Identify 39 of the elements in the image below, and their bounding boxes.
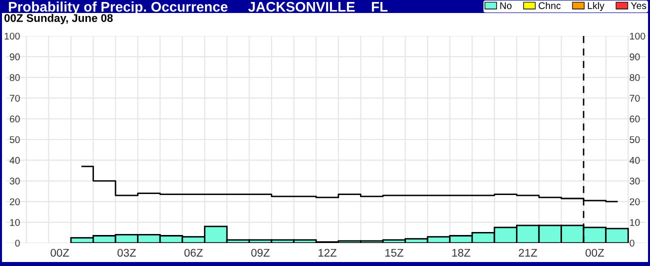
y2-tick-label: 40 [630, 156, 640, 164]
legend-label: Yes [630, 2, 646, 10]
legend-label: Chnc [538, 2, 561, 10]
y-tick-label: 100 [4, 32, 20, 40]
x-tick-label: 18Z [452, 248, 470, 257]
y2-tick-label: 100 [630, 32, 646, 40]
x-tick-label: 09Z [251, 248, 270, 257]
y2-tick-label: 70 [630, 94, 640, 102]
y-tick-label: 50 [10, 136, 20, 144]
y-tick-label: 30 [10, 178, 20, 185]
y-tick-label: 20 [10, 198, 20, 206]
y-tick-label: 10 [10, 219, 20, 226]
x-tick-label: 15Z [385, 248, 404, 257]
y-tick-label: 0 [15, 240, 20, 247]
y-tick-label: 80 [10, 74, 20, 82]
x-tick-label: 21Z [518, 248, 538, 257]
y2-tick-label: 0 [630, 240, 634, 247]
y2-tick-label: 10 [630, 219, 640, 226]
text: JACKSONVILLE [248, 2, 355, 12]
text: FL [372, 2, 388, 12]
y-tick-label: 60 [10, 116, 20, 122]
y-tick-label: 40 [10, 156, 20, 164]
x-tick-label: 03Z [118, 248, 136, 257]
y2-tick-label: 30 [630, 178, 640, 185]
chart-title: Probability of Precip. Occurrence [8, 2, 228, 14]
y2-tick-label: 60 [630, 116, 640, 122]
x-tick-label: 00Z [586, 248, 604, 257]
x-tick-label: 06Z [184, 248, 203, 257]
y2-tick-label: 80 [630, 74, 640, 82]
y-tick-label: 70 [10, 94, 20, 102]
x-tick-label: 00Z [50, 248, 70, 257]
legend-label: No [500, 2, 512, 10]
y2-tick-label: 20 [630, 198, 640, 206]
legend-label: Lkly [588, 2, 604, 12]
x-tick-label: 12Z [318, 248, 336, 257]
y-tick-label: 90 [10, 53, 20, 60]
y2-tick-label: 90 [630, 53, 640, 60]
chart-subtitle: 00Z Sunday, June 08 [4, 14, 113, 24]
y2-tick-label: 50 [630, 136, 640, 144]
